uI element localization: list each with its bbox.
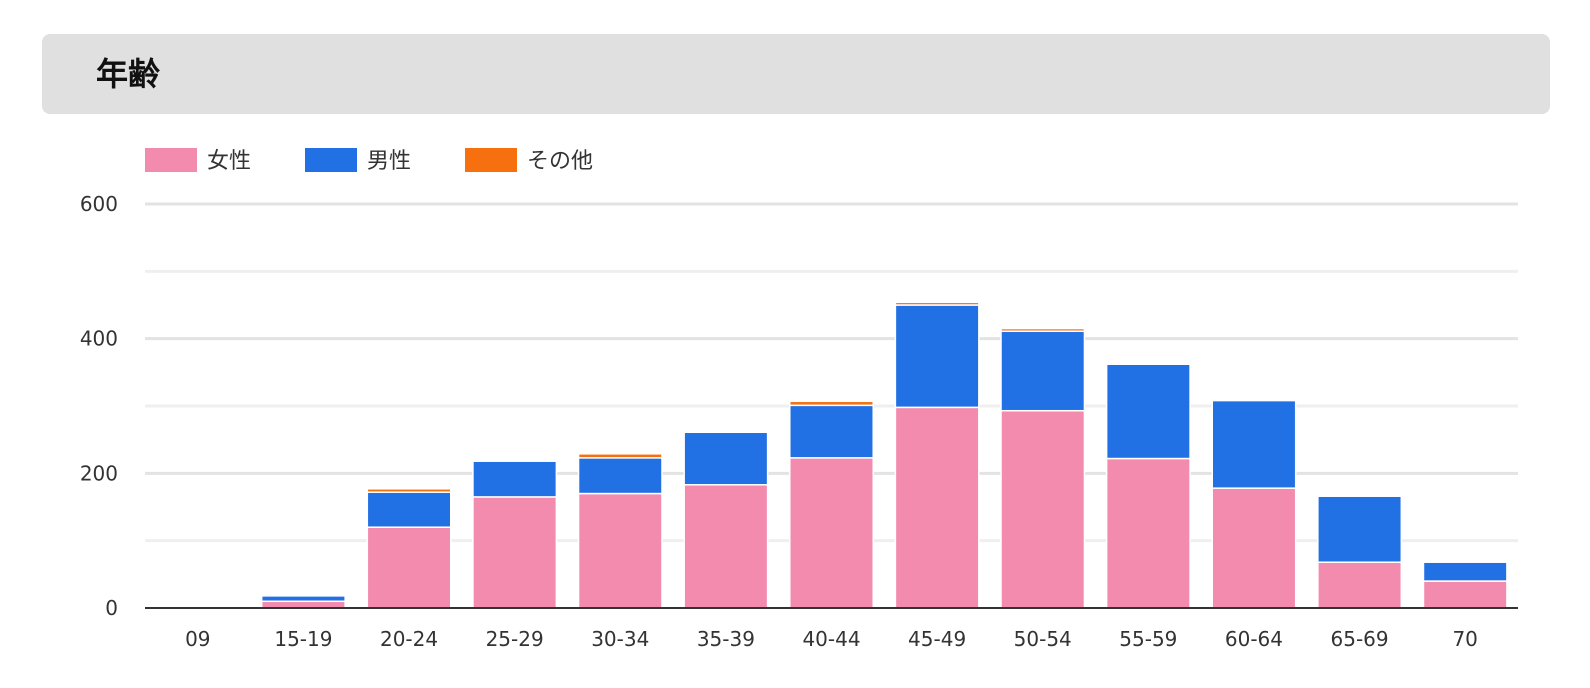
- x-tick-label: 70: [1452, 627, 1477, 651]
- bar-segment[interactable]: [577, 453, 663, 459]
- legend-swatch: [465, 148, 517, 172]
- bar-segment[interactable]: [1000, 409, 1086, 609]
- x-tick-label: 09: [185, 627, 210, 651]
- bar-segment[interactable]: [472, 496, 558, 609]
- legend-swatch: [145, 148, 197, 172]
- x-tick-label: 25-29: [486, 627, 544, 651]
- y-tick-label: 200: [80, 461, 118, 485]
- bar-segment[interactable]: [683, 484, 769, 609]
- bar-segment[interactable]: [894, 304, 980, 409]
- bar-segment[interactable]: [1317, 561, 1403, 609]
- bar-segment[interactable]: [1317, 495, 1403, 563]
- bar-segment[interactable]: [260, 595, 346, 603]
- x-tick-label: 50-54: [1014, 627, 1072, 651]
- bar-segment[interactable]: [1422, 580, 1508, 609]
- bar-segment[interactable]: [366, 526, 452, 609]
- legend-label: 男性: [367, 149, 411, 174]
- x-tick-label: 20-24: [380, 627, 438, 651]
- bar-segment[interactable]: [577, 457, 663, 495]
- legend-label: その他: [527, 149, 593, 174]
- x-tick-label: 40-44: [802, 627, 860, 651]
- x-tick-label: 30-34: [591, 627, 649, 651]
- x-tick-label: 55-59: [1119, 627, 1177, 651]
- bar-segment[interactable]: [683, 431, 769, 486]
- chart-legend: 女性 男性 その他: [145, 148, 593, 174]
- x-tick-label: 15-19: [274, 627, 332, 651]
- bar-segment[interactable]: [1000, 330, 1086, 412]
- bar-segment[interactable]: [577, 492, 663, 609]
- bar-segment[interactable]: [472, 460, 558, 498]
- bar-segment[interactable]: [260, 600, 346, 609]
- bar-segment[interactable]: [1000, 327, 1086, 333]
- chart-header: 年齢: [42, 34, 1550, 114]
- bar-segment[interactable]: [1211, 399, 1297, 489]
- bar-segment[interactable]: [1105, 457, 1191, 609]
- y-tick-label: 600: [80, 192, 118, 216]
- bar-segment[interactable]: [789, 400, 874, 407]
- bar-segment[interactable]: [1211, 487, 1297, 609]
- x-tick-label: 65-69: [1331, 627, 1389, 651]
- bar-segment[interactable]: [789, 404, 874, 459]
- x-tick-label: 35-39: [697, 627, 755, 651]
- x-tick-label: 60-64: [1225, 627, 1283, 651]
- bar-segment[interactable]: [366, 488, 452, 493]
- chart-bars: 09 15-19 20-24 25-29 30-34 35-39 40-44 45-49 50-…: [185, 301, 1508, 651]
- y-tick-label: 400: [80, 327, 118, 351]
- legend-label: 女性: [207, 149, 251, 174]
- legend-swatch: [305, 148, 357, 172]
- x-tick-label: 45-49: [908, 627, 966, 651]
- bar-segment[interactable]: [894, 406, 980, 609]
- y-tick-label: 0: [105, 596, 118, 620]
- bar-segment[interactable]: [1105, 363, 1191, 460]
- chart-title: 年齢: [96, 55, 161, 93]
- bar-segment[interactable]: [366, 491, 452, 528]
- bar-segment[interactable]: [894, 301, 980, 306]
- bar-segment[interactable]: [1422, 561, 1508, 582]
- bar-segment[interactable]: [683, 430, 769, 434]
- bar-segment[interactable]: [789, 457, 874, 609]
